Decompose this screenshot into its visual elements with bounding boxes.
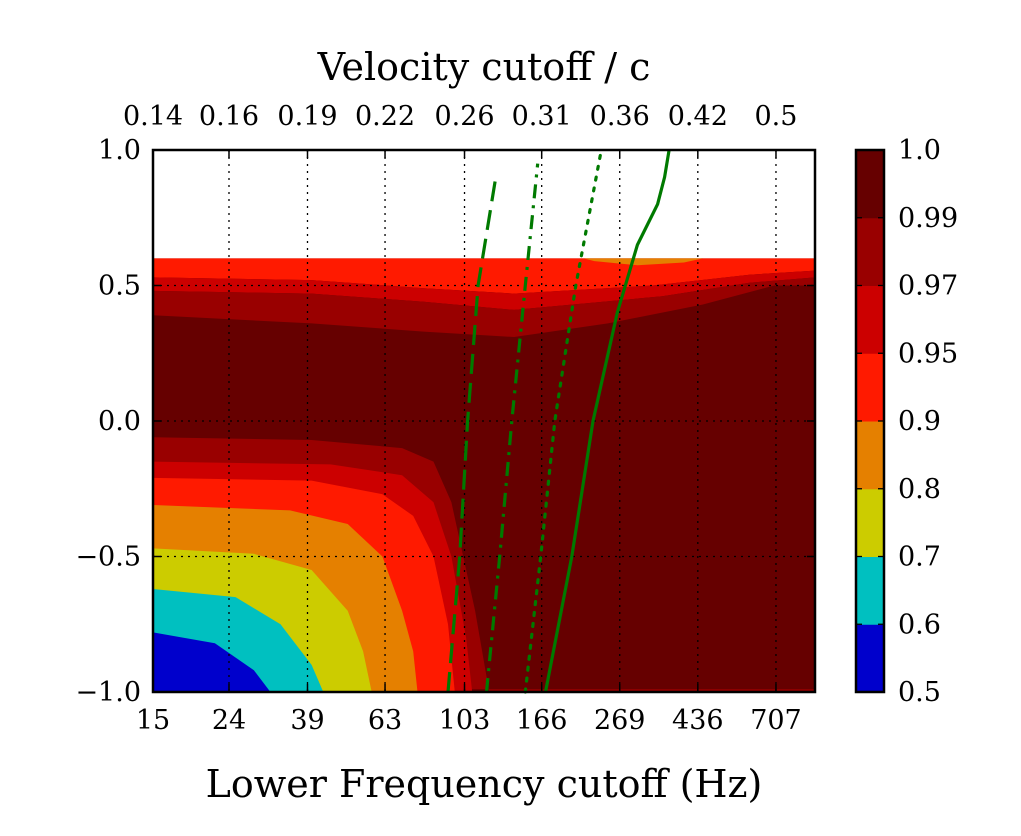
overlay-lines xyxy=(446,148,671,694)
colorbar-label: 0.7 xyxy=(898,542,941,573)
colorbar-segment xyxy=(856,624,884,693)
colorbar-label: 0.95 xyxy=(898,338,958,369)
colorbar-segment xyxy=(856,556,884,625)
region-top-band-red xyxy=(153,258,815,294)
region-top-band-darkred xyxy=(153,270,815,310)
colorbar-label: 0.6 xyxy=(898,609,941,640)
x2-tick-label: 0.36 xyxy=(590,101,650,132)
contour-regions xyxy=(153,258,815,692)
colorbar-label: 1.0 xyxy=(898,135,941,166)
x2-tick-label: 0.16 xyxy=(199,101,259,132)
colorbar-segment xyxy=(856,285,884,354)
x-axis-title: Lower Frequency cutoff (Hz) xyxy=(206,762,763,806)
x2-tick-label: 0.19 xyxy=(277,101,337,132)
x-tick-label: 103 xyxy=(439,705,491,736)
x-tick-label: 39 xyxy=(290,705,324,736)
region-top-band-orange xyxy=(583,258,703,266)
x-tick-label: 436 xyxy=(672,705,724,736)
y-tick-label: 1.0 xyxy=(98,135,141,166)
x2-tick-label: 0.5 xyxy=(754,101,797,132)
x2-tick-label: 0.42 xyxy=(668,101,728,132)
colorbar-segment xyxy=(856,353,884,422)
x2-tick-label: 0.22 xyxy=(355,101,415,132)
y-tick-label: 0.5 xyxy=(98,271,141,302)
x-tick-label: 15 xyxy=(136,705,170,736)
x2-tick-label: 0.31 xyxy=(512,101,572,132)
colorbar-segment xyxy=(856,150,884,219)
region-low-band-blue xyxy=(153,632,271,692)
colorbar-label: 0.5 xyxy=(898,677,941,708)
green-solid-line xyxy=(543,149,671,693)
colorbar-label: 0.97 xyxy=(898,271,958,302)
colorbar-label: 0.99 xyxy=(898,203,958,234)
colorbar-label: 0.8 xyxy=(898,474,941,505)
colorbar-segment xyxy=(856,488,884,557)
y-tick-label: −0.5 xyxy=(75,542,141,573)
y-tick-label: −1.0 xyxy=(75,677,141,708)
top-axis-title: Velocity cutoff / c xyxy=(317,45,651,89)
green-dashed-line xyxy=(446,176,498,693)
y-tick-label: 0.0 xyxy=(98,406,141,437)
x-tick-label: 166 xyxy=(516,705,568,736)
colorbar-segment xyxy=(856,421,884,490)
x-tick-label: 24 xyxy=(212,705,246,736)
x2-tick-label: 0.26 xyxy=(434,101,494,132)
grid xyxy=(153,150,815,692)
colorbar: 0.5 0.6 0.7 0.8 0.9 0.95 0.97 0.99 1.0 xyxy=(854,135,958,708)
colorbar-label: 0.9 xyxy=(898,406,941,437)
green-dotted-line xyxy=(523,148,603,694)
region-top-band-maroon xyxy=(153,277,815,337)
x-tick-label: 269 xyxy=(594,705,646,736)
x2-tick-label: 0.14 xyxy=(123,101,183,132)
colorbar-segment xyxy=(856,217,884,286)
x-tick-label: 63 xyxy=(368,705,402,736)
x-tick-label: 707 xyxy=(750,705,802,736)
axis-ticks: 15 0.14 24 0.16 39 0.19 63 0.22 103 0.26 166 0.31 26… xyxy=(75,101,815,736)
